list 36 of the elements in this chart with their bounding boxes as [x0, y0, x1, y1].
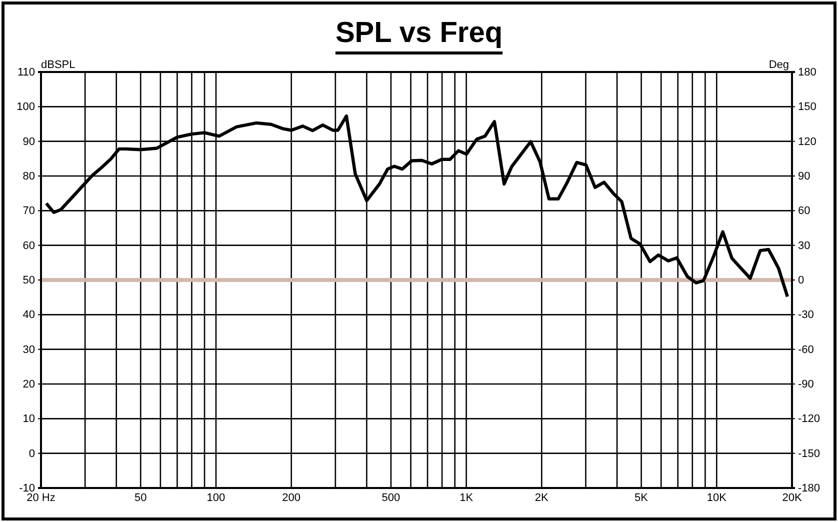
y-tick-label: 50: [22, 274, 35, 287]
y-tick-label: 80: [22, 170, 35, 183]
y-tick-label: 30: [22, 344, 35, 356]
y-tick-label: 110: [17, 66, 35, 79]
y2-tick-label: -150: [798, 448, 820, 460]
y-tick-label: 90: [22, 136, 35, 148]
y2-tick-label: -60: [798, 344, 814, 356]
y2-axis-title: Deg: [768, 59, 789, 71]
y2-tick-label: 0: [798, 274, 804, 287]
y-axis-title: dBSPL: [41, 59, 76, 71]
y2-tick-label: -30: [798, 309, 814, 322]
y-tick-label: 0: [28, 448, 35, 460]
x-tick-label: 500: [382, 492, 400, 504]
y2-tick-label: 90: [798, 170, 810, 183]
y2-tick-label: 150: [798, 101, 816, 114]
y2-tick-label: -120: [798, 413, 820, 426]
y-tick-label: 10: [22, 413, 35, 426]
y2-tick-label: 60: [798, 205, 810, 218]
y-tick-label: 40: [22, 309, 35, 322]
x-tick-label: 50: [134, 492, 147, 504]
y-tick-label: 70: [22, 205, 35, 218]
x-tick-label: 200: [282, 492, 301, 504]
x-tick-label: 2K: [534, 492, 550, 504]
y2-tick-label: 180: [798, 66, 816, 79]
y-tick-label: 100: [16, 101, 35, 114]
chart-title: SPL vs Freq: [335, 17, 503, 49]
y2-tick-label: 30: [798, 240, 810, 252]
y2-tick-label: -90: [798, 378, 814, 391]
x-tick-label: 100: [206, 492, 226, 504]
x-tick-label: 5K: [634, 492, 649, 504]
y-tick-label: 60: [22, 240, 35, 252]
x-tick-label: 20 Hz: [26, 492, 56, 504]
x-tick-label: 10K: [706, 492, 728, 504]
x-tick-label: 1K: [460, 492, 474, 504]
y-tick-label: 20: [22, 378, 35, 391]
y2-tick-label: 120: [798, 136, 816, 148]
